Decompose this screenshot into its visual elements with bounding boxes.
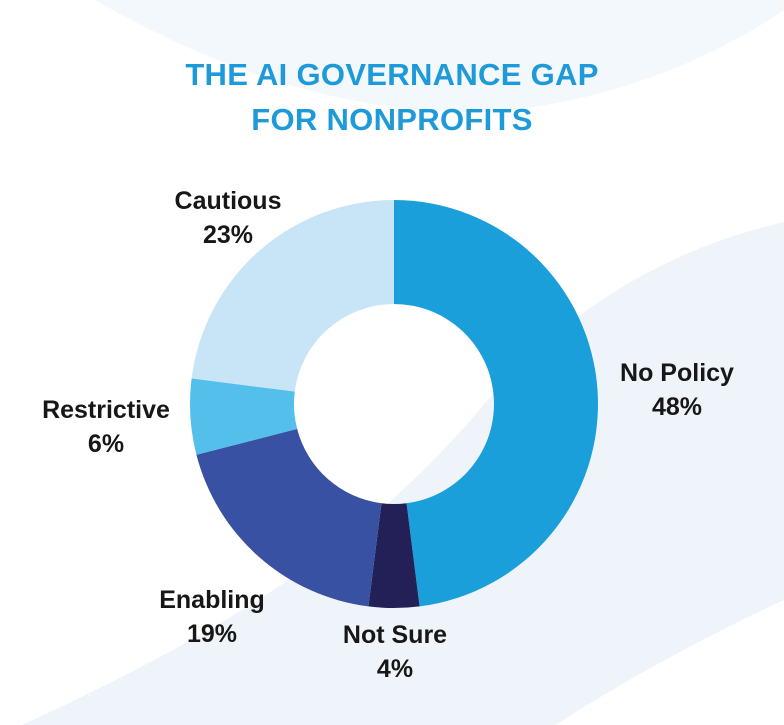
slice-label-value: 48% <box>651 393 703 421</box>
slice-restrictive <box>190 378 298 455</box>
slice-label-value: 19% <box>186 620 238 648</box>
slice-label-name: No Policy <box>620 359 734 387</box>
background-main-swoosh <box>22 222 784 725</box>
chart-title: THE AI GOVERNANCE GAP FOR NONPROFITS <box>0 52 784 142</box>
slice-label-value: 6% <box>87 430 125 458</box>
slice-cautious <box>191 200 394 392</box>
slice-label-not-sure: Not Sure 4% <box>343 618 447 686</box>
slice-label-enabling: Enabling 19% <box>159 583 265 651</box>
background-top-swoosh <box>95 0 784 113</box>
slice-label-restrictive: Restrictive 6% <box>42 393 170 461</box>
slice-label-value: 23% <box>202 221 254 249</box>
slice-label-cautious: Cautious 23% <box>175 184 282 252</box>
slice-label-name: Cautious <box>174 187 282 215</box>
slice-label-name: Restrictive <box>42 396 170 424</box>
slice-label-value: 4% <box>376 655 414 683</box>
background-bottom-right-cut <box>556 600 784 725</box>
slice-not-sure <box>368 503 420 608</box>
slice-label-no-policy: No Policy 48% <box>620 356 734 424</box>
slice-label-name: Enabling <box>159 586 265 614</box>
chart-title-line2: FOR NONPROFITS <box>251 102 533 137</box>
slice-label-name: Not Sure <box>342 621 448 649</box>
slice-no-policy <box>394 200 598 607</box>
slice-enabling <box>196 428 382 607</box>
chart-title-line1: THE AI GOVERNANCE GAP <box>185 57 599 92</box>
